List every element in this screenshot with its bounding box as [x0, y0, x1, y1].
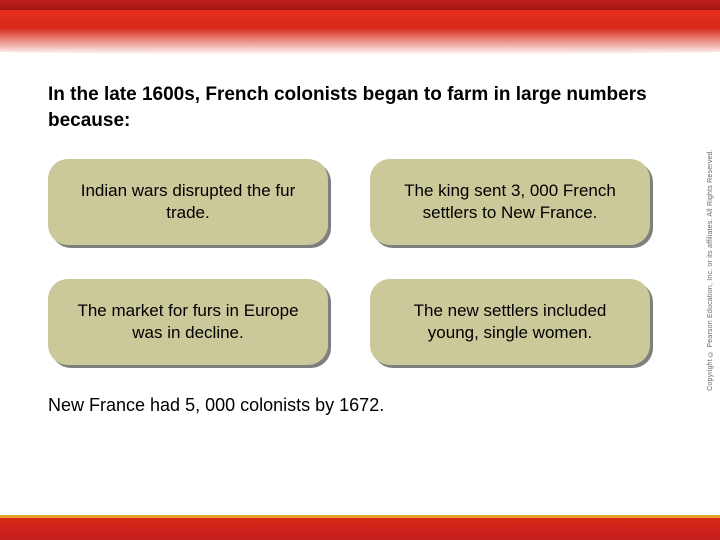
- card-text: The king sent 3, 000 French settlers to …: [390, 180, 630, 224]
- footer-text: New France had 5, 000 colonists by 1672.: [48, 395, 650, 416]
- slide-heading: In the late 1600s, French colonists bega…: [48, 82, 650, 133]
- card-grid: Indian wars disrupted the fur trade. The…: [48, 159, 650, 365]
- card-text: Indian wars disrupted the fur trade.: [68, 180, 308, 224]
- info-card: The market for furs in Europe was in dec…: [48, 279, 328, 365]
- info-card: Indian wars disrupted the fur trade.: [48, 159, 328, 245]
- card-text: The new settlers included young, single …: [390, 300, 630, 344]
- top-accent-bar: [0, 0, 720, 10]
- top-curve-decoration: [0, 10, 720, 55]
- slide-content: In the late 1600s, French colonists bega…: [48, 82, 650, 416]
- copyright-text: Copyright © Pearson Education, Inc. or i…: [707, 149, 714, 391]
- info-card: The new settlers included young, single …: [370, 279, 650, 365]
- info-card: The king sent 3, 000 French settlers to …: [370, 159, 650, 245]
- bottom-accent-bar: [0, 518, 720, 540]
- card-text: The market for furs in Europe was in dec…: [68, 300, 308, 344]
